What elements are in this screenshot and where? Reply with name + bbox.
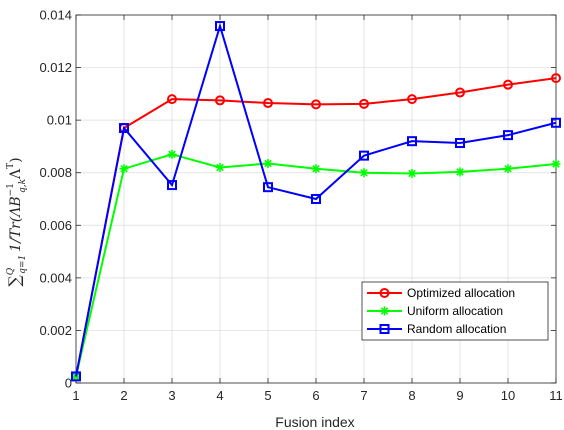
- tick-labels: 1 2 3 4 5 6 7 8 9 10 11 0 0.002 0.004 0.006 0.008 0.01 0.…: [39, 8, 562, 404]
- y-tick-label: 0.008: [39, 165, 72, 180]
- data-point-asterisk: [551, 159, 561, 169]
- y-label-sub: q,k: [18, 179, 28, 193]
- y-label-upper: Q: [6, 267, 16, 275]
- x-tick-label: 4: [216, 388, 223, 403]
- data-point-circle: [263, 98, 273, 109]
- data-point-asterisk: [407, 169, 417, 179]
- y-tick-label: 0.002: [39, 323, 72, 338]
- series-asterisk: [71, 149, 561, 381]
- data-point-square: [167, 180, 177, 191]
- data-point-square: [71, 371, 81, 382]
- asterisk-stroke: [168, 150, 176, 159]
- data-point-asterisk: [311, 164, 321, 174]
- data-point-circle: [503, 79, 513, 90]
- legend: Optimized allocation Uniform allocation …: [361, 281, 549, 341]
- data-point-square: [407, 136, 417, 147]
- data-point-asterisk: [119, 164, 129, 174]
- data-point-asterisk: [263, 159, 273, 169]
- asterisk-stroke: [264, 159, 272, 168]
- data-point-asterisk: [215, 162, 225, 172]
- y-tick-label: 0: [65, 376, 72, 391]
- axes: [75, 14, 557, 384]
- data-point-asterisk: [359, 168, 369, 178]
- data-point-asterisk: [167, 149, 177, 159]
- y-label-tailsup: T: [6, 163, 16, 169]
- legend-label-uniform: Uniform allocation: [407, 304, 503, 318]
- y-tick-label: 0.012: [39, 60, 72, 75]
- series-line: [75, 77, 557, 377]
- legend-marker-asterisk: [380, 306, 389, 316]
- legend-entry-random: Random allocation: [367, 322, 506, 336]
- data-point-square: [263, 182, 273, 193]
- legend-marker-square: [379, 324, 390, 334]
- asterisk-stroke: [312, 165, 320, 173]
- data-point-circle: [359, 98, 369, 109]
- x-tick-label: 2: [120, 388, 127, 403]
- asterisk-stroke: [120, 165, 128, 173]
- data-point-square: [311, 194, 321, 204]
- y-label-sup: −1: [6, 183, 16, 196]
- y-label-tail: Λ: [8, 168, 24, 180]
- data-point-square: [455, 138, 465, 149]
- y-tick-label: 0.004: [39, 270, 72, 285]
- legend-label-random: Random allocation: [407, 322, 506, 336]
- legend-entry-optimized: Optimized allocation: [367, 286, 515, 300]
- y-label-close: ): [8, 157, 24, 162]
- asterisk-stroke: [72, 372, 80, 381]
- x-tick-label: 8: [408, 388, 415, 403]
- x-tick-label: 1: [72, 388, 79, 403]
- data-point-circle: [455, 87, 465, 98]
- y-label-lower: q=1: [18, 255, 28, 274]
- x-tick-label: 6: [312, 388, 319, 403]
- series-square: [71, 21, 561, 382]
- data-point-square: [119, 123, 129, 134]
- legend-entry-uniform: Uniform allocation: [367, 304, 503, 318]
- asterisk-stroke: [552, 160, 560, 168]
- asterisk-stroke: [456, 168, 464, 176]
- legend-label-optimized: Optimized allocation: [407, 286, 515, 300]
- x-axis-label: Fusion index: [275, 414, 354, 430]
- x-tick-label: 5: [264, 388, 271, 403]
- data-point-asterisk: [455, 167, 465, 177]
- x-tick-label: 7: [360, 388, 367, 403]
- y-tick-label: 0.006: [39, 218, 72, 233]
- data-point-circle: [551, 73, 561, 84]
- data-point-square: [551, 117, 561, 128]
- y-tick-label: 0.01: [47, 113, 72, 128]
- data-point-circle: [311, 99, 321, 110]
- data-point-asterisk: [503, 164, 513, 174]
- data-point-square: [503, 130, 513, 141]
- x-tick-label: 9: [456, 388, 463, 403]
- data-point-square: [215, 21, 225, 32]
- y-label-main: 1/Tr(ΛB: [8, 196, 24, 252]
- data-point-circle: [407, 94, 417, 105]
- x-tick-label: 3: [168, 388, 175, 403]
- series-line: [75, 22, 557, 377]
- legend-marker-circle: [379, 288, 390, 298]
- x-tick-label: 11: [549, 388, 563, 403]
- asterisk-stroke: [360, 168, 368, 177]
- data-point-circle: [167, 94, 177, 105]
- data-point-circle: [215, 95, 225, 106]
- y-tick-label: 0.014: [39, 8, 72, 23]
- asterisk-stroke: [408, 169, 416, 178]
- series-group: [71, 21, 561, 382]
- asterisk-stroke: [216, 163, 224, 172]
- y-label-sum: ∑: [5, 275, 24, 287]
- x-tick-label: 10: [501, 388, 515, 403]
- data-point-square: [359, 150, 369, 161]
- y-axis-label: ∑Q q=1 1/Tr(ΛB−1 q,kΛT): [5, 157, 28, 286]
- asterisk-stroke: [504, 165, 512, 173]
